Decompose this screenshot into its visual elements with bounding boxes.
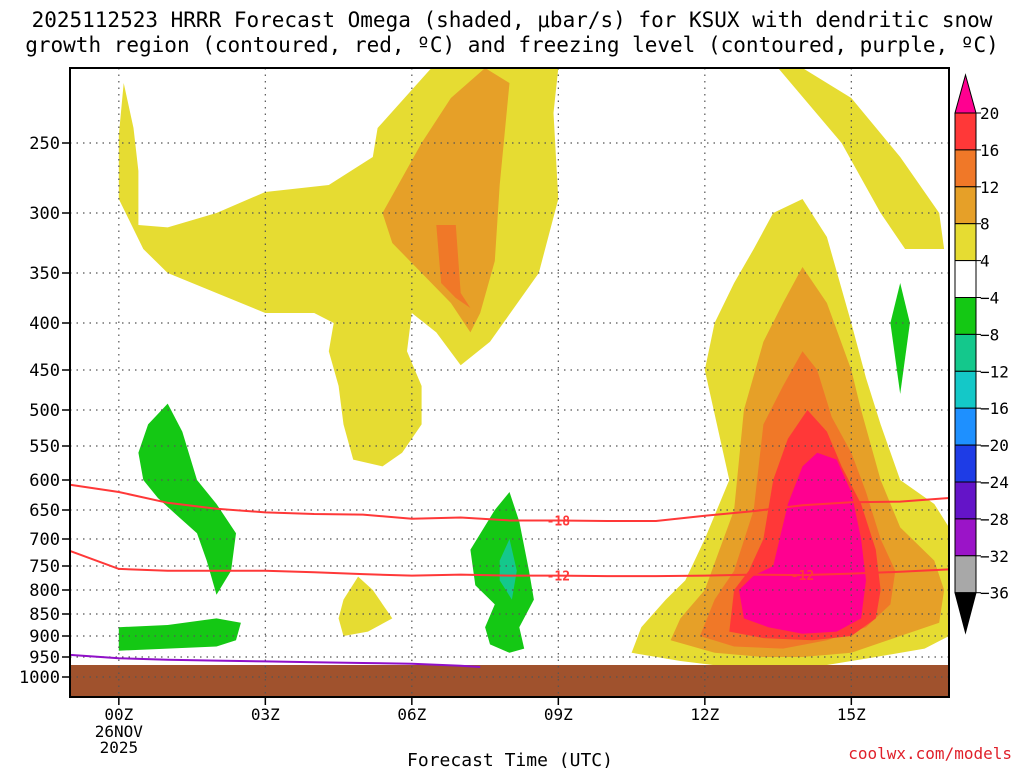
x-tick-label-15Z: 15Z	[837, 705, 866, 724]
gridlines-layer	[70, 68, 949, 697]
colorbar-bin-2	[954, 149, 977, 188]
colorbar-bin-6	[954, 297, 977, 335]
colorbar-arrow-top	[954, 73, 977, 114]
y-tick-label-400: 400	[29, 314, 60, 334]
contour-0	[69, 653, 481, 668]
y-tick-label-650: 650	[29, 501, 60, 521]
omega-shading-layer	[118, 68, 949, 669]
omega-region-1	[118, 68, 945, 467]
x-tick-label-12Z: 12Z	[690, 705, 719, 724]
omega-region-2	[338, 576, 393, 636]
colorbar-label: 12	[980, 178, 999, 197]
y-tick-label-550: 550	[29, 437, 60, 457]
colorbar-label: −24	[980, 473, 1009, 492]
colorbar-label: −4	[980, 289, 999, 308]
y-tick-label-450: 450	[29, 361, 60, 381]
colorbar: 20 16 12 8 4 −4 −8 −12 −16 −20 −24 −28 −32 −36	[954, 73, 1009, 635]
colorbar-label: −16	[980, 399, 1009, 418]
x-date-label-2: 2025	[100, 738, 139, 757]
contour-label-minus12: -12	[547, 570, 570, 585]
contour-minus18	[69, 483, 950, 523]
colorbar-label: −36	[980, 584, 1009, 603]
axes-layer: 2503003504004505005506006507007508008509…	[19, 67, 950, 757]
omega-region-9	[739, 452, 866, 634]
omega-region-6	[436, 225, 471, 308]
x-tick-label-06Z: 06Z	[397, 705, 426, 724]
colorbar-bin-9	[954, 407, 977, 446]
omega-region-13	[890, 283, 910, 394]
y-tick-label-950: 950	[29, 648, 60, 668]
x-tick-label-00Z: 00Z	[104, 705, 133, 724]
x-tick-label-09Z: 09Z	[544, 705, 573, 724]
omega-region-4	[382, 68, 510, 333]
colorbar-bin-4	[954, 223, 977, 262]
x-date-label-1: 26NOV	[95, 722, 144, 741]
y-tick-label-250: 250	[29, 134, 60, 154]
colorbar-bin-10	[954, 444, 977, 483]
colorbar-bin-7	[954, 333, 977, 372]
colorbar-label: 4	[980, 252, 990, 271]
contour-label-minus18: -18	[547, 514, 571, 529]
colorbar-label: 16	[980, 141, 999, 160]
colorbar-bin-3	[954, 186, 977, 225]
contour-minus12	[69, 549, 950, 578]
y-tick-label-800: 800	[29, 581, 60, 601]
y-tick-label-900: 900	[29, 627, 60, 647]
contour-label-minus12: -12	[791, 569, 814, 584]
x-tick-label-03Z: 03Z	[251, 705, 280, 724]
y-tick-label-300: 300	[29, 204, 60, 224]
y-tick-label-600: 600	[29, 471, 60, 491]
x-axis-label: Forecast Time (UTC)	[407, 750, 613, 768]
colorbar-label: −32	[980, 547, 1009, 566]
y-tick-label-1000: 1000	[19, 668, 60, 688]
colorbar-bin-13	[954, 555, 977, 594]
ground-layer	[70, 665, 949, 697]
colorbar-arrow-bottom	[954, 592, 977, 635]
colorbar-bin-5	[954, 260, 977, 299]
y-tick-label-350: 350	[29, 264, 60, 284]
plot-frame	[69, 67, 950, 698]
colorbar-bin-8	[954, 370, 977, 409]
y-tick-label-750: 750	[29, 557, 60, 577]
chart-title-line2: growth region (contoured, red, ºC) and f…	[25, 33, 999, 57]
colorbar-bin-12	[954, 518, 977, 557]
terrain-fill	[70, 665, 949, 697]
y-tick-label-500: 500	[29, 401, 60, 421]
colorbar-label: 20	[980, 104, 999, 123]
colorbar-label: −20	[980, 436, 1009, 455]
colorbar-bin-1	[954, 112, 977, 151]
colorbar-bin-11	[954, 481, 977, 520]
colorbar-label: −28	[980, 510, 1009, 529]
chart-title-line1: 2025112523 HRRR Forecast Omega (shaded, …	[31, 8, 993, 32]
y-tick-label-700: 700	[29, 530, 60, 550]
omega-region-11	[118, 618, 241, 651]
colorbar-label: 8	[980, 215, 990, 234]
omega-region-14	[499, 539, 517, 600]
colorbar-label: −12	[980, 362, 1009, 381]
colorbar-label: −8	[980, 325, 999, 344]
omega-region-10	[138, 403, 236, 595]
y-tick-label-850: 850	[29, 605, 60, 625]
credit-text: coolwx.com/models	[848, 744, 1012, 763]
contours-layer: -18 -12 -12	[69, 483, 950, 668]
